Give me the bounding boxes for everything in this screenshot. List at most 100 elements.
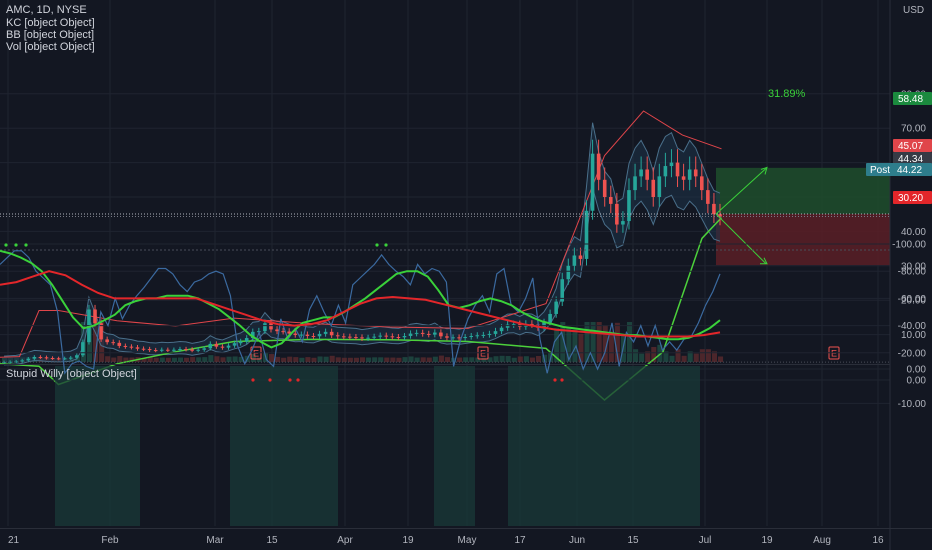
time-axis[interactable]: 21 Feb Mar 15 Apr 19 May 17 Jun 15 Jul 19 Aug 16 xyxy=(0,528,932,547)
candle-body xyxy=(32,356,37,359)
volume-bar xyxy=(505,356,511,362)
candle-body xyxy=(390,336,395,338)
candle-body xyxy=(93,309,97,324)
volume-bar xyxy=(390,357,396,362)
candle-body xyxy=(372,336,376,338)
candle-body xyxy=(123,345,128,347)
volume-bar xyxy=(663,351,669,362)
candle-body xyxy=(299,334,304,336)
oscillator-series-line xyxy=(0,249,721,349)
price-tick-label: 30.00 xyxy=(901,261,926,272)
candle-body xyxy=(572,255,577,266)
oscillator-shaded-band xyxy=(230,366,338,526)
candle-body xyxy=(554,301,558,314)
volume-bar xyxy=(238,356,244,362)
oscillator-shaded-band xyxy=(55,366,140,526)
volume-bar xyxy=(396,357,402,362)
vol-legend[interactable]: Vol [object Object] xyxy=(6,41,95,53)
bb-legend[interactable]: BB [object Object] xyxy=(6,29,94,41)
volume-bar xyxy=(711,351,717,362)
candle-body xyxy=(712,203,716,215)
stop-zone[interactable] xyxy=(716,213,890,266)
volume-bar xyxy=(226,356,232,362)
symbol-legend[interactable]: AMC, 1D, NYSE xyxy=(6,4,87,16)
volume-bar xyxy=(523,356,529,362)
candle-body xyxy=(396,337,401,339)
volume-bar xyxy=(596,322,602,362)
target-arrow-head xyxy=(760,166,768,175)
volume-bar xyxy=(657,344,663,362)
volume-bar xyxy=(329,355,335,362)
volume-bar xyxy=(147,357,153,362)
candle-body xyxy=(141,348,146,350)
candle-body xyxy=(426,333,431,335)
candle-body xyxy=(238,341,243,344)
volume-bar xyxy=(408,356,414,362)
time-tick-label: 16 xyxy=(872,535,884,546)
candle-body xyxy=(445,336,449,338)
candle-body xyxy=(329,331,334,336)
candle-body xyxy=(226,345,231,348)
volume-bar xyxy=(560,322,566,362)
last-tag-bg xyxy=(893,152,932,165)
candle-body xyxy=(706,190,710,204)
candle-body xyxy=(62,358,67,360)
candle-body xyxy=(20,360,25,362)
candle-body xyxy=(457,337,461,339)
oscillator-tick-label: -20.00 xyxy=(898,348,927,359)
candle-body xyxy=(354,337,358,339)
kc-legend[interactable]: KC [object Object] xyxy=(6,17,95,29)
oscillator-signal-dot xyxy=(296,378,300,382)
candle-body xyxy=(44,357,49,359)
volume-bar xyxy=(578,333,584,362)
volume-bar xyxy=(511,357,517,362)
time-tick-label: 15 xyxy=(627,535,639,546)
candle-body xyxy=(287,331,291,334)
entry-tag-bg xyxy=(893,139,932,152)
volume-bar xyxy=(529,357,535,362)
volume-bar xyxy=(250,354,256,362)
candle-body xyxy=(511,324,516,326)
candle-body xyxy=(651,179,656,197)
volume-bar xyxy=(153,357,159,362)
volume-bar xyxy=(299,357,305,362)
oscillator-signal-dot xyxy=(375,243,379,247)
post-tag-label: Post xyxy=(870,165,890,176)
volume-bar xyxy=(639,353,645,362)
candle-body xyxy=(487,333,492,335)
candle-body xyxy=(323,331,328,334)
volume-bar xyxy=(608,331,614,362)
candle-body xyxy=(481,334,486,336)
time-tick-label: Jul xyxy=(699,535,712,546)
candle-body xyxy=(499,327,504,332)
candle-body xyxy=(153,350,158,352)
candle-body xyxy=(366,337,370,339)
oscillator-tick-label: -40.00 xyxy=(898,321,927,332)
last-price-tag: 44.34 xyxy=(893,152,932,165)
volume-bar xyxy=(74,356,80,362)
volume-bar xyxy=(141,357,147,362)
candle-body xyxy=(275,329,279,332)
oscillator-tick-label: 0.00 xyxy=(907,376,927,387)
volume-bar xyxy=(420,357,426,362)
target-tag-bg xyxy=(893,92,932,105)
oscillator-signal-dot xyxy=(268,378,272,382)
price-tick-label: -10.00 xyxy=(898,399,927,410)
price-axis[interactable]: 80.0070.0060.0050.0040.0030.0020.0010.00… xyxy=(889,0,932,550)
target-zone[interactable] xyxy=(716,167,890,214)
oscillator-legend[interactable]: Stupid Willy [object Object] xyxy=(6,368,137,380)
volume-bar xyxy=(535,356,542,362)
volume-bar xyxy=(444,357,451,362)
volume-bar xyxy=(171,357,177,362)
candle-body xyxy=(693,169,698,177)
candle-body xyxy=(81,342,85,356)
last-tag-text: 44.34 xyxy=(898,154,923,165)
oscillator-series-line xyxy=(0,250,721,375)
candle-body xyxy=(493,331,498,334)
volume-bar xyxy=(426,357,432,362)
volume-bar xyxy=(614,322,620,362)
time-tick-label: Apr xyxy=(337,535,353,546)
volume-bar xyxy=(353,357,359,362)
candle-body xyxy=(348,336,352,338)
candle-body xyxy=(317,333,322,337)
